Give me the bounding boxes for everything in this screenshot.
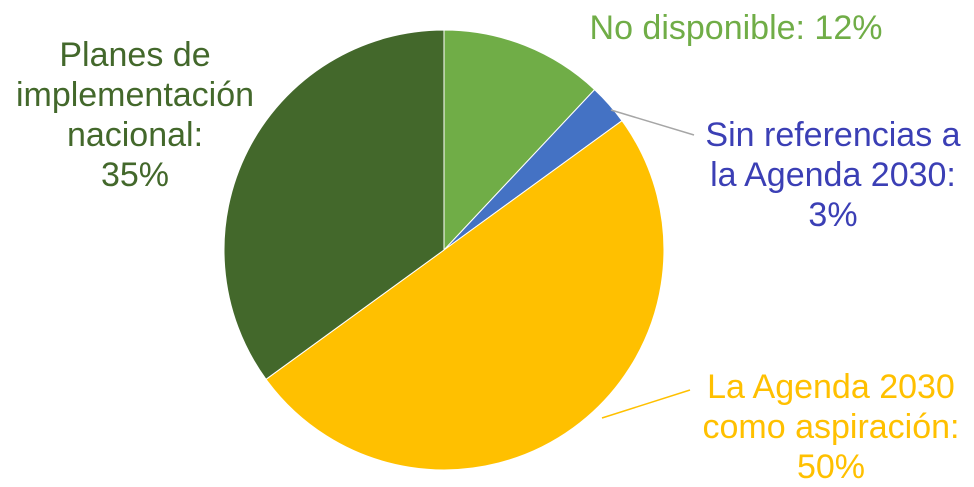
label-sin-referencias-line-1: Sin referencias a [705, 116, 961, 154]
label-planes-line-3: nacional: [66, 116, 204, 154]
label-no-disponible: No disponible: 12% [576, 8, 896, 48]
label-planes-line-1: Planes de [59, 36, 211, 74]
leader-lines [601, 109, 695, 419]
label-no-disponible-line-1: No disponible: 12% [589, 9, 883, 47]
label-sin-referencias-line-2: la Agenda 2030: [710, 156, 956, 194]
pie-slice-planes-de-implementaci-n-nacional [223, 29, 445, 381]
label-agenda-aspiracion-line-2: como aspiración: [702, 408, 960, 446]
pie-slice-la-agenda-2030-como-aspiraci-n [265, 119, 665, 471]
label-planes-line-4: 35% [100, 156, 170, 194]
pie-slice-no-disponible [443, 29, 596, 252]
label-planes-line-2: implementación [15, 76, 255, 114]
label-sin-referencias-line-3: 3% [808, 196, 858, 234]
label-planes-implementacion: Planes de implementación nacional: 35% [0, 35, 270, 195]
label-sin-referencias: Sin referencias a la Agenda 2030: 3% [695, 115, 971, 235]
leader-line-sin-referencias [610, 109, 695, 136]
label-agenda-aspiracion-line-3: 50% [796, 448, 866, 486]
label-agenda-aspiracion: La Agenda 2030 como aspiración: 50% [690, 367, 972, 487]
leader-line-agenda-aspiracion [601, 389, 691, 419]
label-agenda-aspiracion-line-1: La Agenda 2030 [707, 368, 955, 406]
pie-slices [223, 29, 665, 471]
